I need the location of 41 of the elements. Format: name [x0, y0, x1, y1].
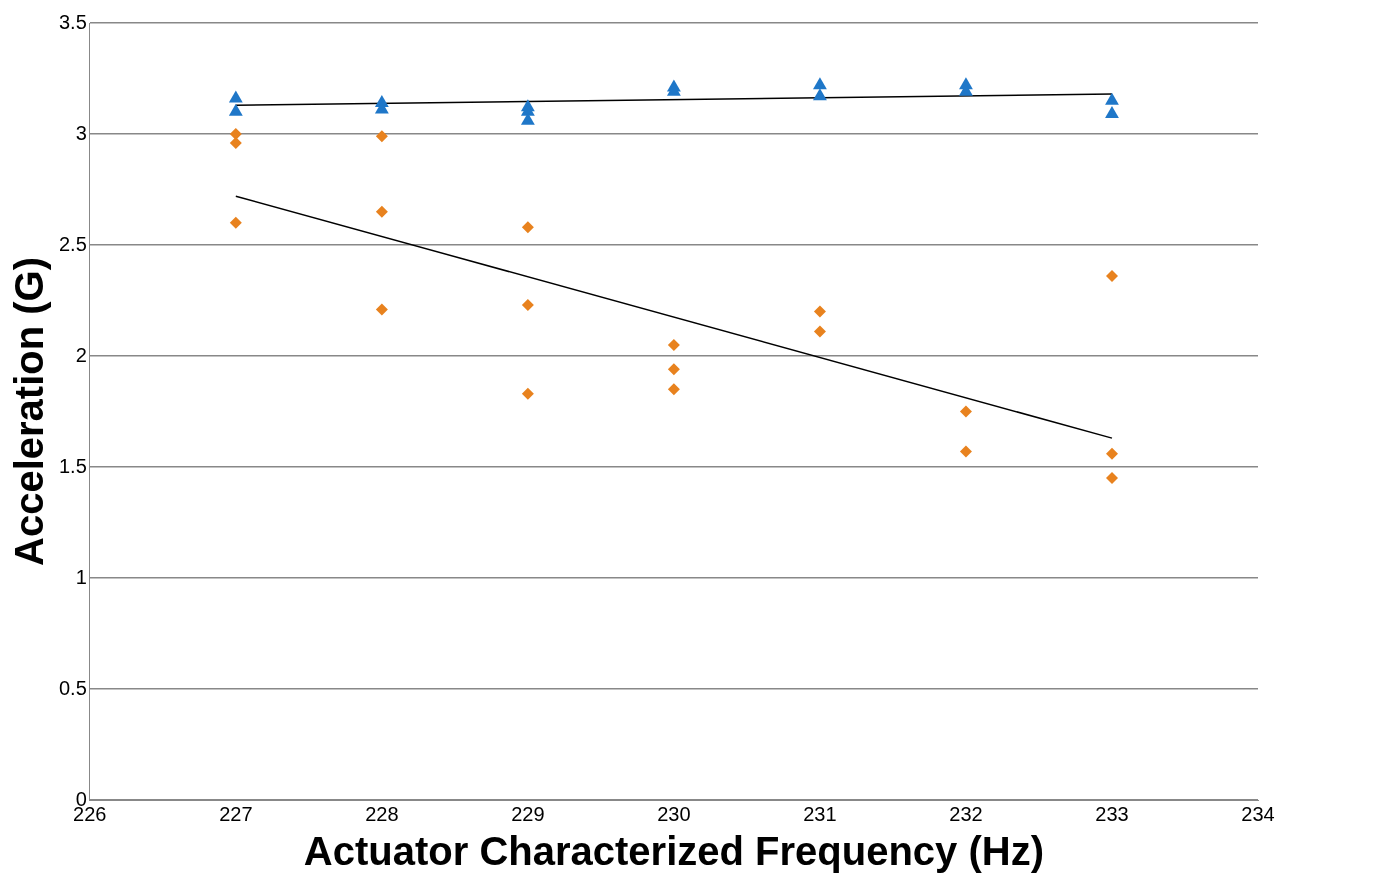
point: [375, 205, 388, 218]
x-tick-label: 233: [1095, 802, 1129, 825]
y-tick-label: 1: [75, 565, 87, 588]
point: [1105, 447, 1118, 460]
point: [667, 383, 680, 396]
point: [959, 405, 972, 418]
y-axis-title: Acceleration (G): [7, 257, 52, 566]
point: [667, 338, 680, 351]
point: [813, 77, 827, 90]
point: [521, 298, 534, 311]
point: [1105, 270, 1118, 283]
y-tick-label: 0.5: [58, 676, 87, 699]
point: [228, 90, 243, 103]
x-tick-label: 228: [365, 802, 399, 825]
y-tick-label: 3.5: [58, 10, 87, 33]
y-tick-label: 3: [75, 121, 87, 144]
point: [521, 387, 534, 400]
x-tick-label: 232: [949, 802, 983, 825]
point: [375, 130, 388, 143]
point: [375, 303, 388, 316]
x-tick-label: 234: [1241, 802, 1275, 825]
point: [229, 128, 242, 140]
point: [813, 325, 826, 338]
x-tick-label: 227: [219, 802, 253, 825]
point: [228, 103, 243, 116]
x-tick-label: 229: [511, 802, 545, 825]
x-axis-title: Actuator Characterized Frequency (Hz): [303, 829, 1044, 874]
point: [1105, 472, 1118, 485]
y-tick-label: 2: [75, 343, 87, 366]
point: [1105, 92, 1119, 105]
point: [813, 88, 827, 101]
y-tick-label: 2.5: [58, 232, 87, 255]
point: [959, 445, 972, 458]
point: [1105, 106, 1119, 119]
point: [521, 221, 534, 234]
point: [667, 363, 680, 376]
y-tick-label: 1.5: [58, 454, 87, 477]
x-tick-label: 230: [657, 802, 691, 825]
point: [229, 216, 242, 229]
x-tick-label: 231: [803, 802, 837, 825]
point: [813, 305, 826, 318]
